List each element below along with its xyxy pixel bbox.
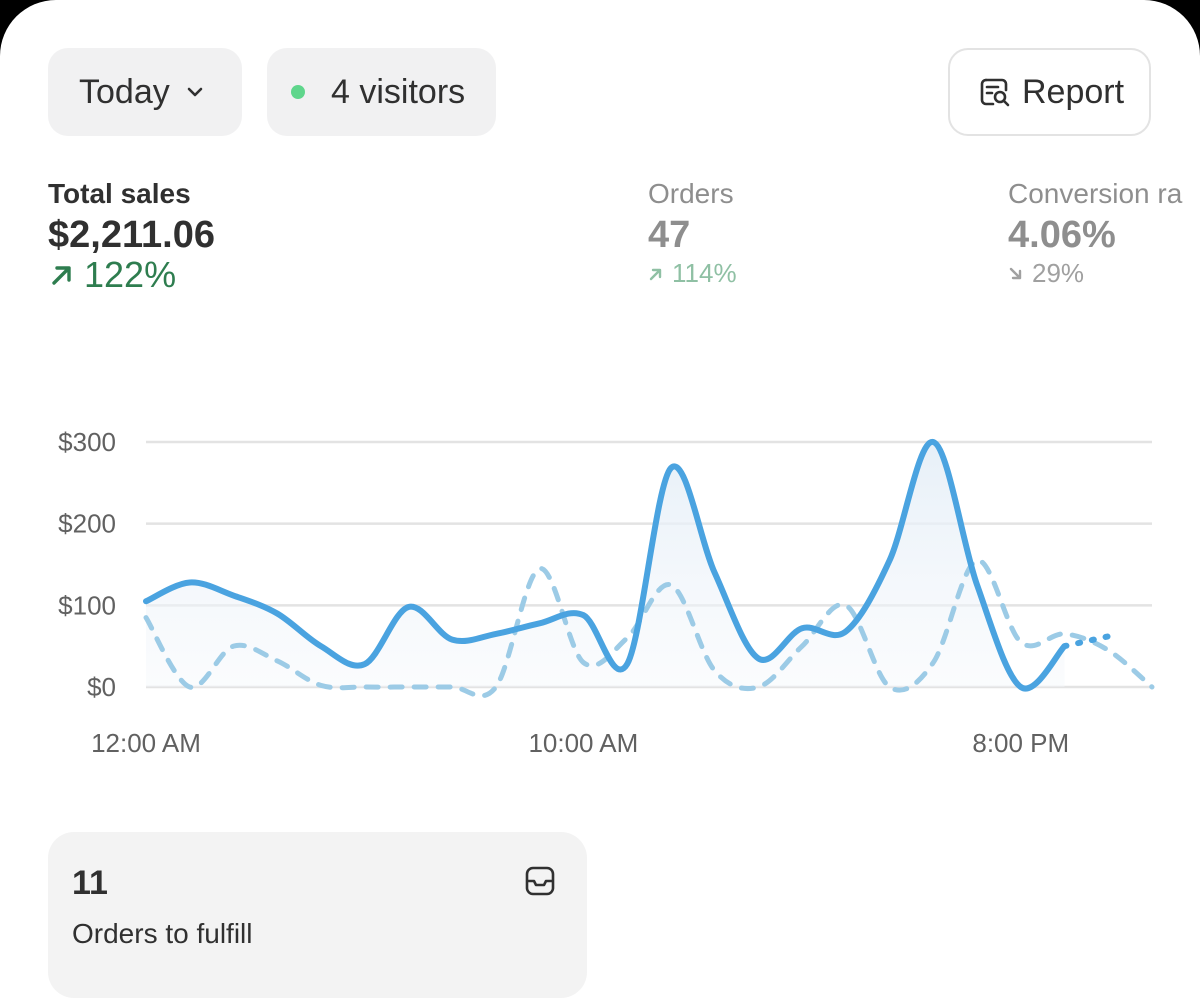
metric-delta-value: 29%: [1032, 258, 1085, 288]
visitors-label: 4 visitors: [331, 72, 466, 111]
metric-value: $2,211.06: [48, 214, 215, 256]
live-status-dot: [291, 85, 305, 99]
y-tick-label: $200: [58, 509, 116, 539]
comparison-series-line: [143, 557, 1155, 699]
sales-area-fill: [146, 441, 1065, 689]
metric-value: 47: [648, 214, 691, 256]
metric-label: Orders: [648, 178, 734, 209]
metric-orders[interactable]: Orders 47 114%: [648, 178, 737, 289]
live-visitors-button[interactable]: 4 visitors: [267, 48, 496, 136]
metric-delta-value: 114%: [672, 258, 737, 288]
orders-to-fulfill-label: Orders to fulfill: [72, 918, 253, 949]
arrow-down-right-icon: [1009, 267, 1022, 279]
metric-label: Total sales: [48, 178, 191, 209]
y-tick-label: $100: [58, 590, 116, 620]
metric-delta: 114%: [648, 258, 737, 289]
y-tick-label: $0: [87, 672, 116, 702]
report-search-icon: [980, 78, 1010, 107]
metric-delta: 29%: [1008, 258, 1182, 289]
y-tick-label: $300: [58, 427, 116, 457]
arrow-up-right-icon: [52, 266, 71, 285]
chevron-down-icon: [187, 87, 203, 97]
x-tick-label: 10:00 AM: [528, 728, 638, 758]
orders-to-fulfill-count: 11: [72, 864, 108, 902]
arrow-up-right-icon: [649, 268, 662, 280]
sales-series-line: [143, 439, 1068, 692]
metric-label: Conversion ra: [1008, 178, 1183, 209]
sales-line-chart[interactable]: $0 $100 $200 $300 12:00 AM 10:00 AM 8:00 PM: [0, 400, 1200, 780]
date-filter-dropdown[interactable]: Today: [48, 48, 242, 136]
metric-conversion-rate[interactable]: Conversion ra 4.06% 29%: [1008, 178, 1182, 289]
sales-projection-line: [1061, 633, 1112, 650]
report-button[interactable]: Report: [948, 48, 1151, 136]
metric-total-sales[interactable]: Total sales $2,211.06 122%: [48, 178, 215, 296]
x-tick-label: 8:00 PM: [972, 728, 1069, 758]
x-tick-label: 12:00 AM: [91, 728, 201, 758]
metric-value: 4.06%: [1008, 214, 1116, 256]
orders-to-fulfill-card[interactable]: 11 Orders to fulfill: [48, 832, 587, 998]
report-label: Report: [1022, 72, 1125, 111]
inbox-icon: [525, 866, 555, 896]
metric-delta-value: 122%: [84, 254, 177, 295]
date-filter-label: Today: [79, 72, 170, 111]
metric-delta: 122%: [48, 254, 215, 296]
